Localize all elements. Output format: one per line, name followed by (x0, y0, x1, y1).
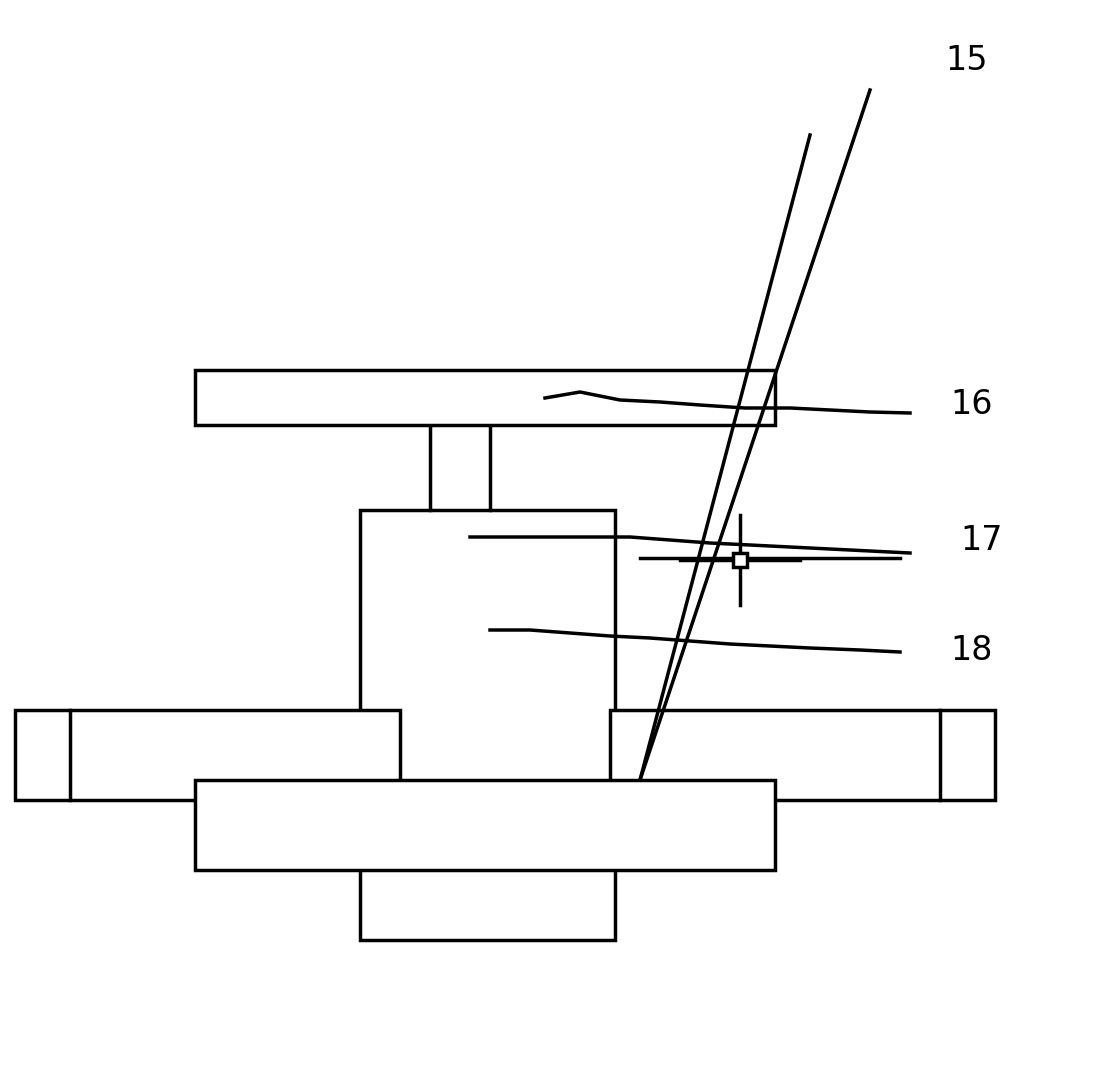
Bar (360, 510, 615, 940)
Bar (14, 710, 400, 800)
Bar (733, 553, 747, 567)
Text: 16: 16 (950, 389, 992, 421)
Bar (610, 710, 995, 800)
Bar (195, 780, 775, 870)
Text: 18: 18 (950, 633, 992, 667)
Text: 17: 17 (960, 523, 1002, 556)
Text: 15: 15 (946, 43, 988, 76)
Bar (195, 370, 775, 425)
